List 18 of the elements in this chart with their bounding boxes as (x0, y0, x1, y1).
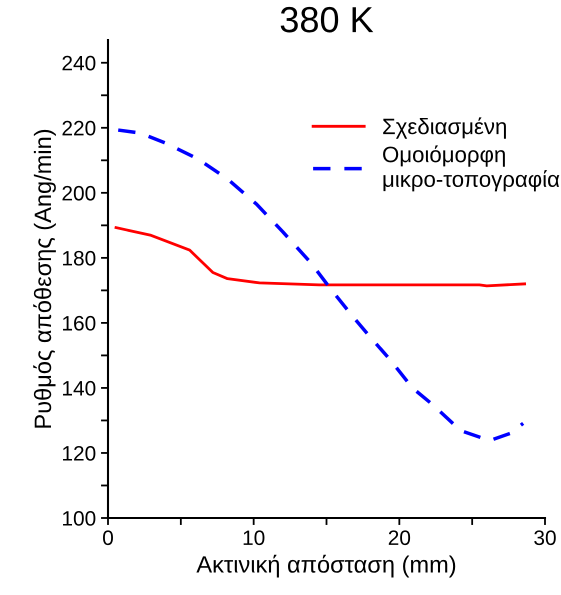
y-tick-label: 180 (63, 250, 96, 266)
y-tick-label: 220 (62, 120, 96, 136)
y-tick-label: 100 (63, 511, 96, 526)
y-axis-title: Ρυθμός απόθεσης (Ang/min) (33, 130, 56, 428)
x-tick-label: 30 (534, 530, 556, 546)
x-tick-label: 10 (244, 530, 264, 546)
legend-label: Σχεδιασμένη (383, 117, 506, 139)
line-series (114, 226, 526, 288)
x-tick-label: 20 (388, 530, 410, 546)
chart-title: 380 K (280, 6, 374, 32)
y-tick-label: 200 (62, 186, 96, 201)
y-tick-label: 160 (63, 316, 96, 331)
legend-label: Ομοιόμορφη μικρο-τοπογραφία (383, 145, 560, 192)
y-tick-label: 120 (63, 446, 96, 461)
y-tick-label: 240 (62, 56, 96, 71)
x-tick-label: 0 (103, 530, 113, 546)
x-axis-title: Ακτινική απόσταση (mm) (196, 554, 456, 578)
y-tick-label: 140 (63, 380, 96, 396)
